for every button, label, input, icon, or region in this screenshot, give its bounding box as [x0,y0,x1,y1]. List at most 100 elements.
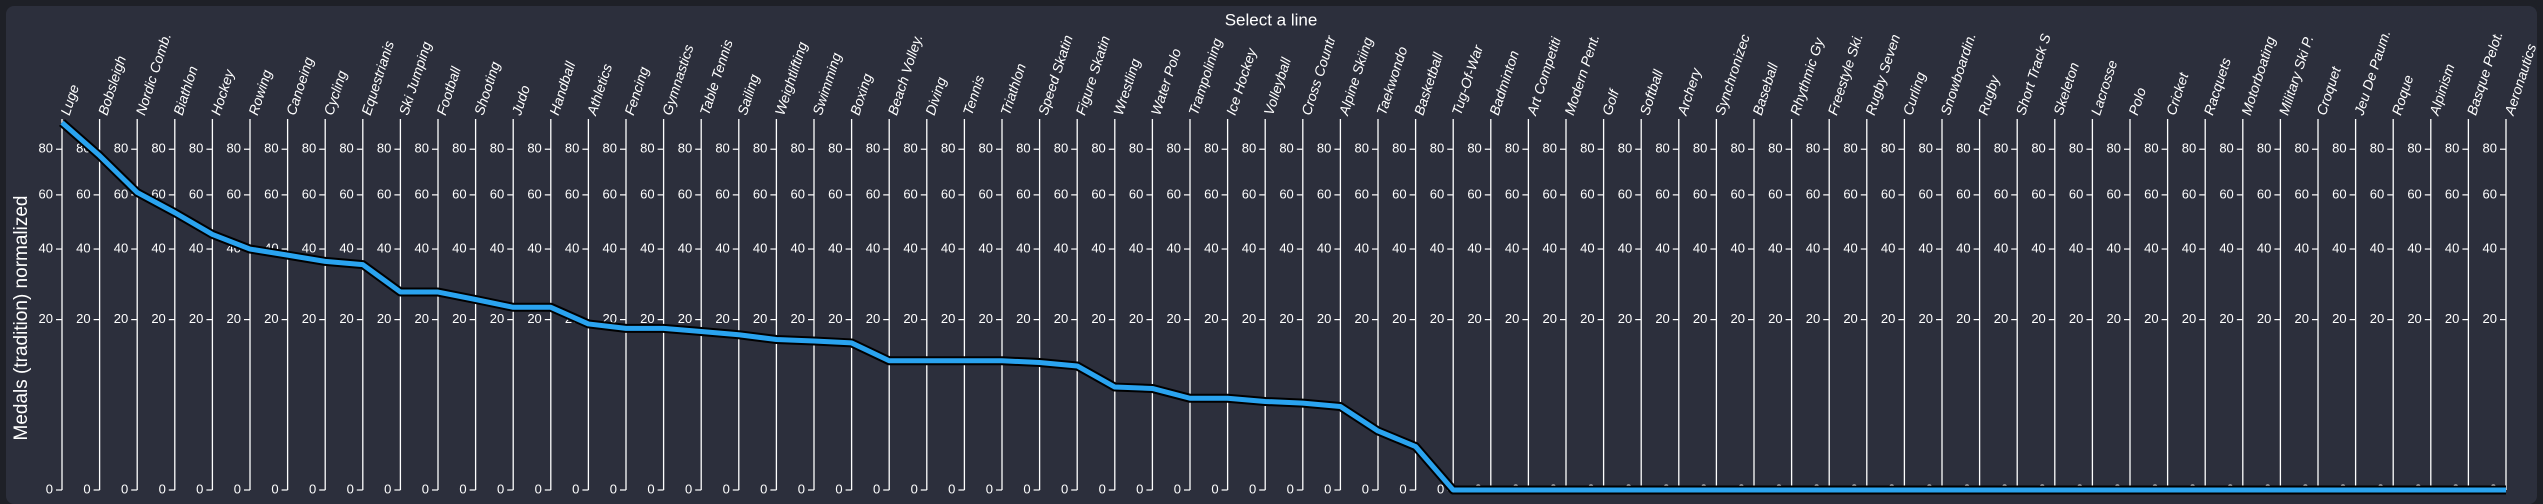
y-tick-label: 20 [2295,311,2309,326]
y-tick-label: 80 [565,141,579,156]
y-tick-label: 20 [1467,311,1481,326]
y-tick-label: 80 [2144,141,2158,156]
y-tick-label: 60 [1618,186,1632,201]
y-tick-label: 80 [302,141,316,156]
y-tick-label: 40 [415,240,429,255]
y-tick-label: 60 [264,186,278,201]
y-tick-label: 20 [1956,311,1970,326]
y-tick-label: 80 [2069,141,2083,156]
y-tick-label: 80 [1768,141,1782,156]
y-tick-label: 20 [1505,311,1519,326]
y-tick-label: 20 [114,311,128,326]
y-tick-label: 40 [1204,240,1218,255]
y-tick-label: 60 [1054,186,1068,201]
y-tick-label: 80 [2332,141,2346,156]
y-tick-label: 40 [1016,240,1030,255]
y-tick-label: 60 [1392,186,1406,201]
y-tick-label: 80 [1580,141,1594,156]
y-tick-label: 80 [527,141,541,156]
y-tick-label: 40 [2257,240,2271,255]
y-tick-label: 20 [1167,311,1181,326]
y-tick-label: 60 [1843,186,1857,201]
y-tick-label: 40 [903,240,917,255]
y-tick-label: 20 [2219,311,2233,326]
y-tick-label: 60 [2144,186,2158,201]
y-tick-label: 60 [2370,186,2384,201]
y-tick-label: 60 [2069,186,2083,201]
y-tick-label: 20 [1129,311,1143,326]
y-tick-label: 80 [1543,141,1557,156]
y-tick-label: 40 [151,240,165,255]
y-tick-label: 40 [1693,240,1707,255]
y-tick-label: 20 [2407,311,2421,326]
y-tick-label: 0 [572,481,579,496]
y-tick-label: 20 [941,311,955,326]
y-tick-label: 40 [565,240,579,255]
y-tick-label: 60 [114,186,128,201]
y-tick-label: 40 [640,240,654,255]
y-tick-label: 60 [2107,186,2121,201]
y-tick-label: 20 [903,311,917,326]
y-tick-label: 0 [1324,481,1331,496]
y-tick-label: 80 [339,141,353,156]
y-tick-label: 20 [76,311,90,326]
y-tick-label: 20 [828,311,842,326]
y-tick-label: 40 [527,240,541,255]
y-tick-label: 0 [986,481,993,496]
y-tick-label: 80 [1806,141,1820,156]
y-tick-label: 20 [264,311,278,326]
y-tick-label: 20 [490,311,504,326]
y-tick-label: 20 [1543,311,1557,326]
y-tick-label: 60 [1806,186,1820,201]
y-tick-label: 0 [422,481,429,496]
y-tick-label: 40 [1543,240,1557,255]
y-tick-label: 80 [1279,141,1293,156]
y-tick-label: 20 [2031,311,2045,326]
y-tick-label: 80 [1392,141,1406,156]
y-tick-label: 60 [227,186,241,201]
y-tick-label: 60 [76,186,90,201]
y-tick-label: 40 [1129,240,1143,255]
y-tick-label: 80 [1430,141,1444,156]
y-tick-label: 60 [2295,186,2309,201]
y-tick-label: 60 [1956,186,1970,201]
y-tick-label: 40 [1919,240,1933,255]
y-tick-label: 60 [302,186,316,201]
y-tick-label: 20 [2483,311,2497,326]
y-tick-label: 80 [264,141,278,156]
y-tick-label: 20 [339,311,353,326]
y-tick-label: 80 [1994,141,2008,156]
y-tick-label: 0 [1211,481,1218,496]
y-tick-label: 40 [189,240,203,255]
y-tick-label: 40 [1655,240,1669,255]
y-tick-label: 0 [760,481,767,496]
y-tick-label: 0 [723,481,730,496]
y-tick-label: 60 [2407,186,2421,201]
y-tick-label: 0 [271,481,278,496]
y-tick-label: 40 [866,240,880,255]
y-tick-label: 20 [2107,311,2121,326]
y-tick-label: 20 [753,311,767,326]
y-tick-label: 40 [114,240,128,255]
y-tick-label: 80 [189,141,203,156]
y-tick-label: 40 [1392,240,1406,255]
y-tick-label: 40 [339,240,353,255]
y-tick-label: 0 [535,481,542,496]
y-tick-label: 0 [1362,481,1369,496]
y-tick-label: 80 [1618,141,1632,156]
y-tick-label: 60 [903,186,917,201]
y-tick-label: 80 [1919,141,1933,156]
y-tick-label: 20 [377,311,391,326]
y-tick-label: 20 [1618,311,1632,326]
y-tick-label: 80 [39,141,53,156]
y-tick-label: 20 [1016,311,1030,326]
y-tick-label: 20 [452,311,466,326]
y-tick-label: 20 [2257,311,2271,326]
y-tick-label: 40 [1467,240,1481,255]
y-tick-label: 0 [1136,481,1143,496]
y-tick-label: 80 [828,141,842,156]
y-tick-label: 40 [791,240,805,255]
y-tick-label: 40 [2144,240,2158,255]
y-tick-label: 0 [1399,481,1406,496]
